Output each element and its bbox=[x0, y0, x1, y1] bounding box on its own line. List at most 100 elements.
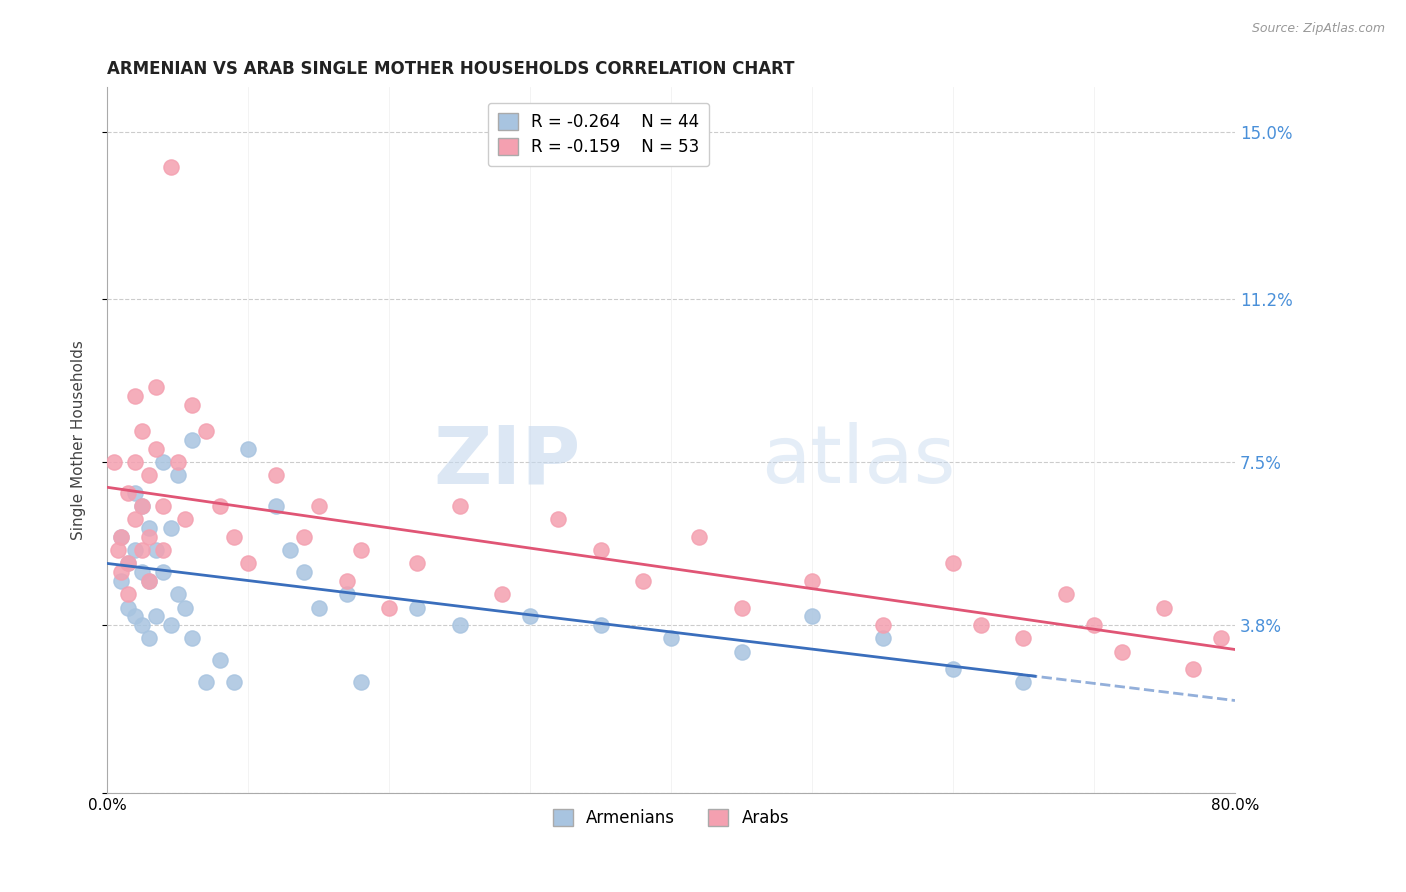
Point bbox=[173, 512, 195, 526]
Point bbox=[236, 557, 259, 571]
Point bbox=[406, 557, 429, 571]
Point bbox=[145, 442, 167, 456]
Point bbox=[124, 543, 146, 558]
Point bbox=[117, 557, 139, 571]
Point bbox=[236, 442, 259, 456]
Point bbox=[145, 380, 167, 394]
Point bbox=[1181, 662, 1204, 676]
Point bbox=[110, 530, 132, 544]
Point bbox=[1153, 600, 1175, 615]
Text: atlas: atlas bbox=[761, 422, 956, 500]
Point bbox=[350, 543, 373, 558]
Text: Source: ZipAtlas.com: Source: ZipAtlas.com bbox=[1251, 22, 1385, 36]
Point bbox=[194, 424, 217, 438]
Point bbox=[308, 600, 330, 615]
Point bbox=[208, 499, 231, 513]
Point bbox=[547, 512, 569, 526]
Point bbox=[730, 645, 752, 659]
Point bbox=[659, 632, 682, 646]
Point bbox=[1012, 675, 1035, 690]
Point bbox=[110, 530, 132, 544]
Point bbox=[152, 543, 174, 558]
Point bbox=[138, 521, 160, 535]
Point bbox=[970, 618, 993, 632]
Point bbox=[166, 455, 188, 469]
Point bbox=[124, 609, 146, 624]
Point bbox=[280, 543, 302, 558]
Point bbox=[1111, 645, 1133, 659]
Point bbox=[159, 521, 181, 535]
Point bbox=[688, 530, 710, 544]
Point bbox=[138, 632, 160, 646]
Point bbox=[117, 587, 139, 601]
Point bbox=[294, 566, 316, 580]
Point bbox=[264, 468, 287, 483]
Point bbox=[519, 609, 541, 624]
Point bbox=[180, 433, 202, 447]
Point bbox=[942, 662, 965, 676]
Point bbox=[1054, 587, 1077, 601]
Point bbox=[107, 543, 129, 558]
Point bbox=[491, 587, 513, 601]
Point bbox=[631, 574, 654, 588]
Point bbox=[166, 468, 188, 483]
Point bbox=[589, 543, 612, 558]
Point bbox=[222, 675, 245, 690]
Point bbox=[294, 530, 316, 544]
Point bbox=[138, 530, 160, 544]
Point bbox=[138, 574, 160, 588]
Point bbox=[131, 499, 153, 513]
Text: ARMENIAN VS ARAB SINGLE MOTHER HOUSEHOLDS CORRELATION CHART: ARMENIAN VS ARAB SINGLE MOTHER HOUSEHOLD… bbox=[107, 60, 794, 78]
Point bbox=[872, 618, 894, 632]
Point bbox=[942, 557, 965, 571]
Point bbox=[110, 574, 132, 588]
Point bbox=[1012, 632, 1035, 646]
Point bbox=[131, 618, 153, 632]
Point bbox=[159, 618, 181, 632]
Point bbox=[124, 389, 146, 403]
Point bbox=[152, 499, 174, 513]
Point bbox=[145, 609, 167, 624]
Point bbox=[1209, 632, 1232, 646]
Point bbox=[378, 600, 401, 615]
Point bbox=[124, 512, 146, 526]
Point bbox=[152, 566, 174, 580]
Text: ZIP: ZIP bbox=[433, 422, 581, 500]
Y-axis label: Single Mother Households: Single Mother Households bbox=[72, 340, 86, 540]
Point bbox=[336, 574, 359, 588]
Point bbox=[208, 653, 231, 667]
Point bbox=[801, 574, 824, 588]
Point bbox=[801, 609, 824, 624]
Point bbox=[173, 600, 195, 615]
Point bbox=[117, 600, 139, 615]
Point bbox=[131, 424, 153, 438]
Point bbox=[350, 675, 373, 690]
Legend: Armenians, Arabs: Armenians, Arabs bbox=[546, 802, 796, 834]
Point bbox=[124, 455, 146, 469]
Point bbox=[180, 398, 202, 412]
Point bbox=[308, 499, 330, 513]
Point bbox=[730, 600, 752, 615]
Point bbox=[152, 455, 174, 469]
Point bbox=[124, 486, 146, 500]
Point bbox=[222, 530, 245, 544]
Point bbox=[589, 618, 612, 632]
Point bbox=[138, 574, 160, 588]
Point bbox=[145, 543, 167, 558]
Point bbox=[336, 587, 359, 601]
Point bbox=[449, 618, 471, 632]
Point bbox=[872, 632, 894, 646]
Point bbox=[131, 499, 153, 513]
Point bbox=[131, 566, 153, 580]
Point bbox=[264, 499, 287, 513]
Point bbox=[117, 557, 139, 571]
Point bbox=[449, 499, 471, 513]
Point bbox=[131, 543, 153, 558]
Point bbox=[110, 566, 132, 580]
Point bbox=[159, 160, 181, 174]
Point bbox=[166, 587, 188, 601]
Point bbox=[180, 632, 202, 646]
Point bbox=[117, 486, 139, 500]
Point bbox=[103, 455, 125, 469]
Point bbox=[194, 675, 217, 690]
